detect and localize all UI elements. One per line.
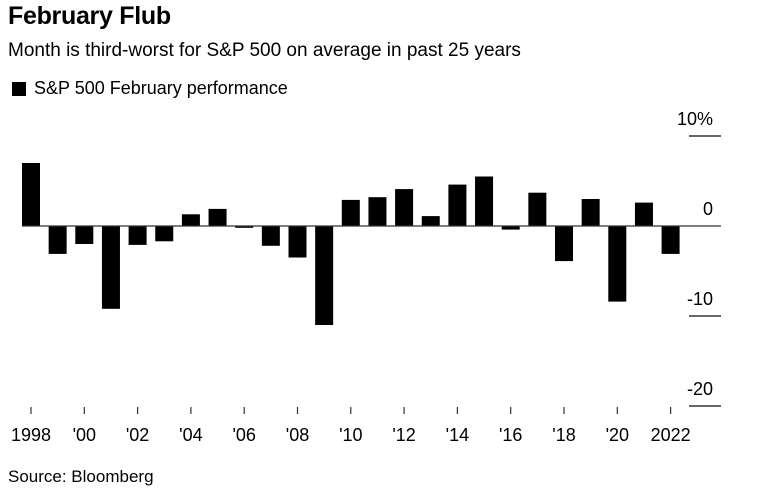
bar-2008	[288, 226, 307, 258]
y-axis: 10% 0 -10 -20	[677, 109, 721, 407]
x-tick-label: 2022	[651, 425, 691, 445]
bar-2010	[341, 199, 360, 226]
x-tick-label: 1998	[11, 425, 51, 445]
x-tick-label: '02	[126, 425, 149, 445]
bar-2007	[261, 226, 280, 246]
bar-2013	[421, 216, 440, 226]
bar-1999	[48, 226, 67, 254]
bar-1998	[22, 163, 40, 226]
bar-2001	[101, 226, 120, 309]
x-tick-label: '12	[392, 425, 415, 445]
x-tick-label: '08	[286, 425, 309, 445]
bar-2011	[368, 197, 387, 226]
bar-2005	[208, 208, 227, 226]
bar-2006	[235, 226, 254, 228]
bar-2018	[555, 226, 573, 262]
x-tick-label: '20	[606, 425, 629, 445]
y-tick-label: 10%	[677, 109, 713, 129]
x-tick-label: '14	[446, 425, 469, 445]
x-tick-label: '16	[499, 425, 522, 445]
legend-label: S&P 500 February performance	[34, 78, 288, 98]
bar-2014	[448, 184, 467, 226]
bar-2016	[501, 226, 520, 230]
bar-2020	[608, 226, 627, 302]
bar-2021	[634, 202, 653, 226]
bar-2003	[155, 226, 174, 242]
bar-2015	[475, 176, 494, 226]
bar-2004	[181, 214, 200, 226]
legend-swatch-icon	[12, 81, 26, 96]
bars	[22, 163, 680, 325]
bar-2009	[315, 226, 334, 325]
x-tick-label: '10	[339, 425, 362, 445]
x-tick-label: '04	[179, 425, 202, 445]
source-note: Source: Bloomberg	[8, 467, 154, 486]
x-tick-label: '18	[552, 425, 575, 445]
chart-title: February Flub	[8, 2, 171, 30]
x-axis: 1998 '00 '02 '04 '06 '08 '10 '12 '14 '16 '18 '20 202…	[11, 407, 691, 445]
y-tick-label: -20	[687, 379, 713, 399]
chart-subtitle: Month is third-worst for S&P 500 on aver…	[8, 40, 521, 61]
bar-2017	[528, 192, 547, 226]
legend: S&P 500 February performance	[8, 78, 288, 99]
y-tick-label: -10	[687, 289, 713, 309]
x-tick-label: '06	[232, 425, 255, 445]
bar-2012	[395, 189, 414, 226]
bar-2000	[75, 226, 94, 244]
bar-2022	[661, 226, 680, 254]
y-tick-label: 0	[703, 199, 713, 219]
bar-2019	[581, 199, 600, 226]
bar-2002	[128, 226, 147, 245]
x-tick-label: '00	[73, 425, 96, 445]
